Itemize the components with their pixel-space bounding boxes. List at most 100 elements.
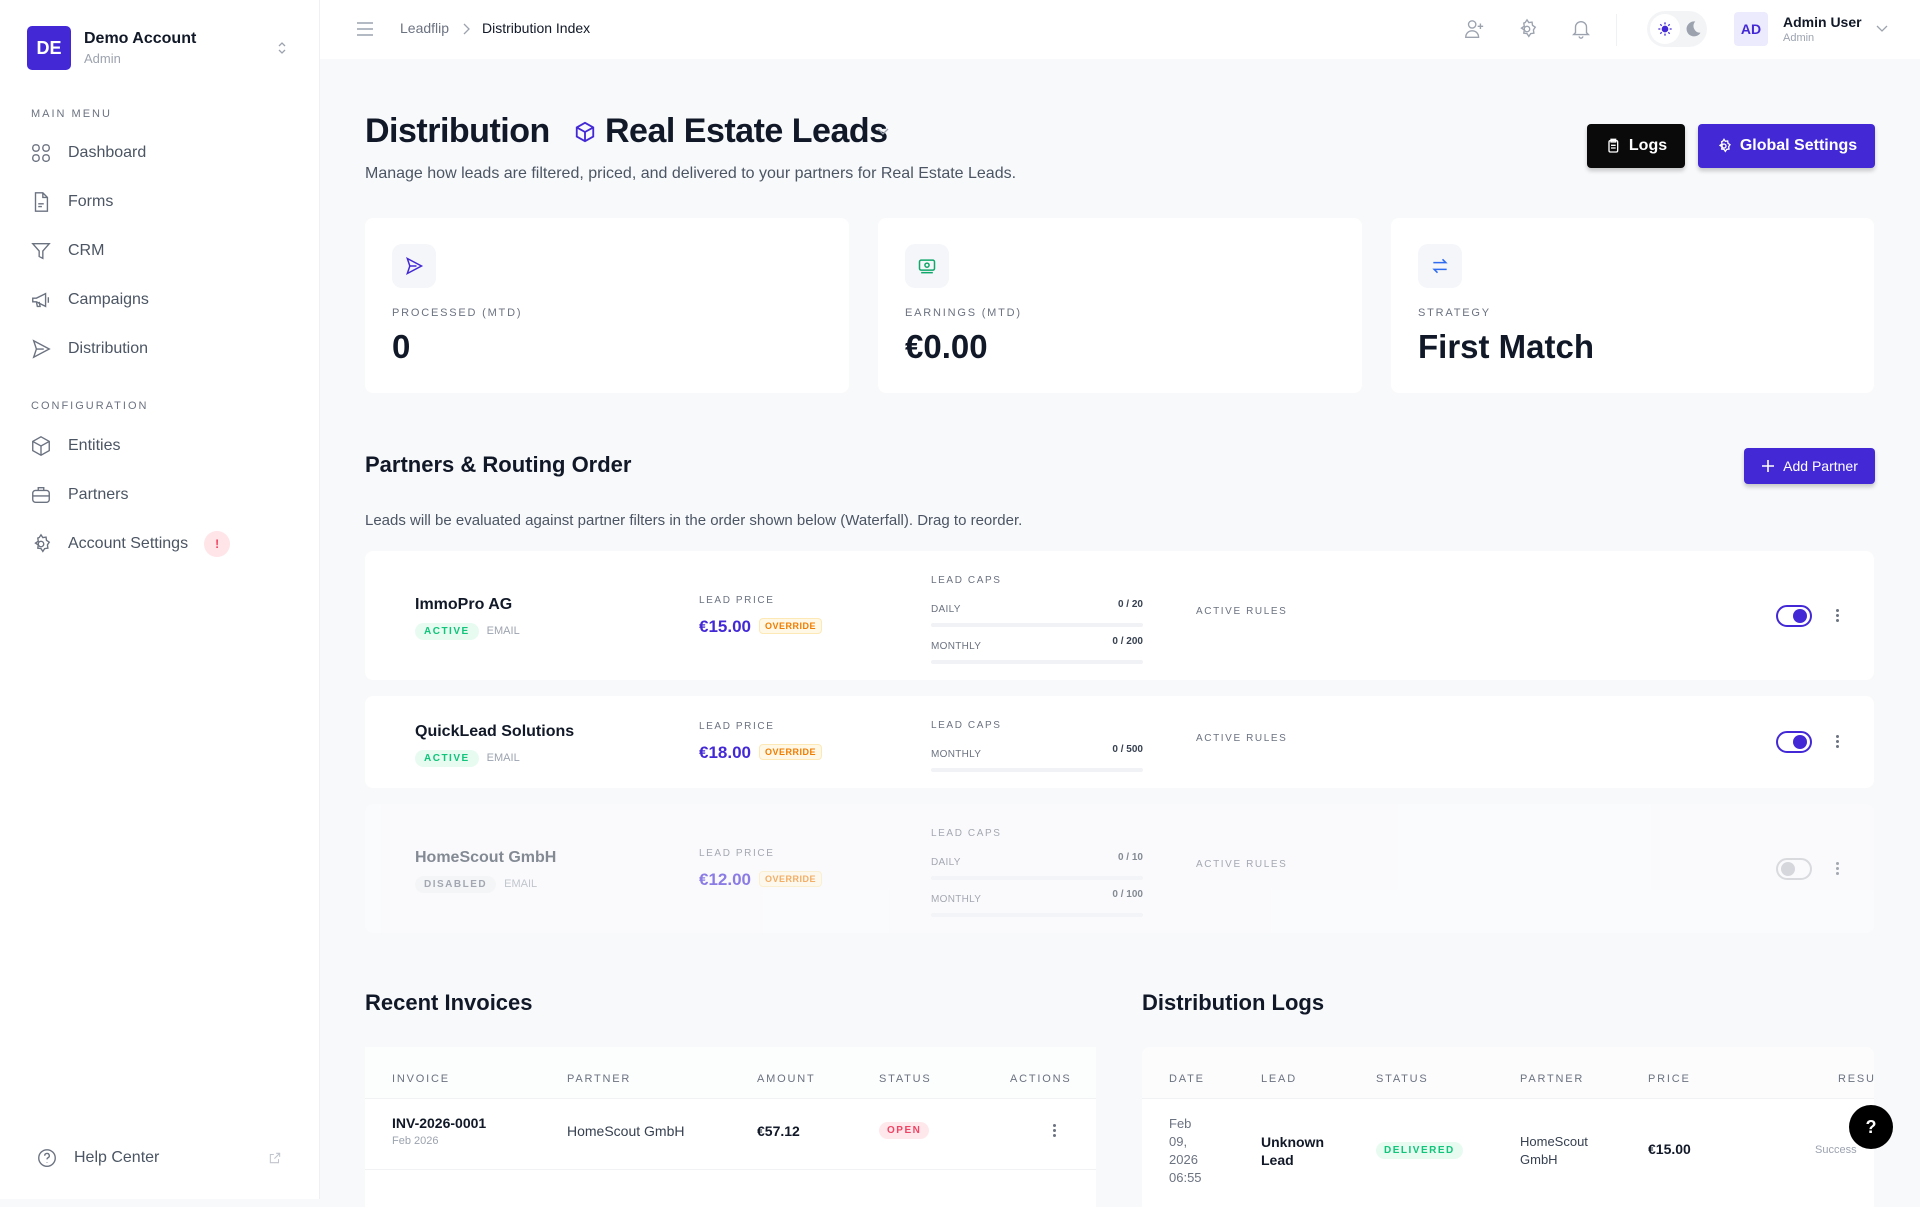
sidebar-item-entities[interactable]: Entities — [30, 427, 290, 465]
cap-progress-bar — [931, 876, 1143, 880]
sidebar-item-dashboard[interactable]: Dashboard — [30, 134, 290, 172]
user-avatar[interactable]: AD — [1734, 12, 1768, 46]
status-badge: ACTIVE — [415, 750, 479, 767]
column-header: RESU — [1838, 1073, 1874, 1085]
cap-daily: DAILY 0 / 20 — [931, 599, 1143, 627]
account-name[interactable]: Demo Account — [84, 30, 197, 47]
global-settings-button[interactable]: Global Settings — [1698, 124, 1875, 168]
stat-card-processed: PROCESSED (MTD) 0 — [365, 218, 849, 393]
partners-heading: Partners & Routing Order — [365, 452, 632, 477]
breadcrumb-leadflip[interactable]: Leadflip — [400, 20, 450, 36]
partner-card-disabled[interactable]: HomeScout GmbH DISABLED EMAIL LEAD PRICE … — [365, 804, 1874, 933]
more-options-icon[interactable] — [1836, 860, 1840, 877]
partner-card[interactable]: ImmoPro AG ACTIVE EMAIL LEAD PRICE €15.00… — [365, 551, 1874, 680]
briefcase-icon — [30, 484, 52, 506]
channel-label: EMAIL — [504, 878, 538, 890]
cap-progress-bar — [931, 913, 1143, 917]
cap-progress-bar — [931, 768, 1143, 772]
cap-label: DAILY — [931, 857, 961, 868]
cap-label: MONTHLY — [931, 894, 982, 905]
more-options-icon[interactable] — [1836, 607, 1840, 624]
column-header: STATUS — [879, 1073, 932, 1085]
sidebar-item-partners[interactable]: Partners — [30, 476, 290, 514]
table-row[interactable]: INV-2026-0001 Feb 2026 HomeScout GmbH €5… — [365, 1099, 1096, 1170]
more-options-icon[interactable] — [1836, 733, 1840, 750]
moon-icon[interactable] — [1684, 20, 1702, 38]
column-header: DATE — [1169, 1073, 1205, 1085]
account-avatar[interactable]: DE — [27, 26, 71, 70]
theme-toggle[interactable] — [1647, 11, 1707, 47]
stat-label: STRATEGY — [1418, 307, 1491, 319]
status-badge: DELIVERED — [1376, 1142, 1463, 1159]
plus-icon — [1761, 459, 1775, 473]
table-row[interactable]: Feb 09, 2026 06:55 Unknown Lead DELIVERED Ho… — [1142, 1099, 1874, 1207]
invoice-actions-icon[interactable] — [1053, 1122, 1057, 1139]
sidebar-item-label: Forms — [68, 193, 114, 210]
log-date: Feb 09, 2026 06:55 — [1169, 1116, 1202, 1185]
invoices-table: INVOICE PARTNER AMOUNT STATUS ACTIONS IN… — [365, 1047, 1096, 1207]
partner-card[interactable]: QuickLead Solutions ACTIVE EMAIL LEAD PRI… — [365, 696, 1874, 788]
log-lead[interactable]: Unknown Lead — [1261, 1134, 1324, 1168]
table-header — [365, 1047, 1096, 1099]
global-settings-label: Global Settings — [1739, 137, 1858, 154]
clipboard-icon — [1605, 137, 1621, 155]
partner-enabled-toggle[interactable] — [1776, 858, 1812, 880]
sidebar-item-label: Account Settings — [68, 535, 189, 552]
sun-icon[interactable] — [1650, 14, 1680, 44]
invoice-partner: HomeScout GmbH — [567, 1123, 685, 1139]
sidebar-item-distribution[interactable]: Distribution — [30, 330, 290, 368]
column-header: PARTNER — [1520, 1073, 1585, 1085]
user-name[interactable]: Admin User — [1783, 14, 1862, 30]
send-icon — [392, 244, 436, 288]
lead-price-label: LEAD PRICE — [699, 595, 775, 606]
header-divider — [1616, 14, 1617, 46]
active-rules-label: ACTIVE RULES — [1196, 859, 1288, 870]
user-menu-chevron-icon[interactable] — [1875, 23, 1889, 33]
hamburger-menu-icon[interactable] — [355, 19, 375, 39]
top-header: Leadflip Distribution Index AD Admin Use… — [320, 0, 1920, 59]
sidebar-item-label: Partners — [68, 486, 129, 503]
invoice-id[interactable]: INV-2026-0001 — [392, 1115, 487, 1131]
lead-price: €18.00 OVERRIDE — [699, 743, 823, 763]
help-button[interactable]: ? — [1849, 1105, 1893, 1149]
breadcrumb-chevron-icon — [461, 22, 471, 36]
sidebar-item-label: Campaigns — [68, 291, 149, 308]
invoice-amount: €57.12 — [757, 1123, 800, 1139]
invoice-period: Feb 2026 — [392, 1135, 439, 1147]
price-value: €15.00 — [699, 617, 751, 636]
file-icon — [30, 191, 52, 213]
cap-monthly: MONTHLY 0 / 500 — [931, 744, 1143, 772]
external-link-icon — [268, 1151, 282, 1165]
column-header: STATUS — [1376, 1073, 1429, 1085]
partner-enabled-toggle[interactable] — [1776, 605, 1812, 627]
add-user-icon[interactable] — [1463, 18, 1485, 40]
sidebar-item-label: CRM — [68, 242, 105, 259]
partners-description: Leads will be evaluated against partner … — [365, 512, 1023, 529]
sidebar-item-campaigns[interactable]: Campaigns — [30, 281, 290, 319]
cube-icon — [30, 435, 52, 457]
sidebar-item-forms[interactable]: Forms — [30, 183, 290, 221]
log-partner: HomeScout GmbH — [1520, 1134, 1588, 1167]
column-header: PARTNER — [567, 1073, 632, 1085]
cap-progress-bar — [931, 623, 1143, 627]
partner-enabled-toggle[interactable] — [1776, 731, 1812, 753]
sidebar-item-account-settings[interactable]: Account Settings! — [30, 525, 290, 563]
bell-icon[interactable] — [1570, 18, 1592, 40]
megaphone-icon — [30, 289, 52, 311]
entity-selector[interactable]: Real Estate Leads — [605, 112, 888, 150]
cap-value: 0 / 20 — [1117, 599, 1143, 610]
banknote-icon — [905, 244, 949, 288]
add-partner-button[interactable]: Add Partner — [1744, 448, 1875, 484]
sidebar-item-crm[interactable]: CRM — [30, 232, 290, 270]
entity-chevron-icon[interactable] — [876, 126, 890, 136]
account-switch-chevron-icon[interactable] — [276, 38, 288, 58]
settings-gear-icon[interactable] — [1516, 18, 1538, 40]
logs-button[interactable]: Logs — [1587, 124, 1685, 168]
page-title: Distribution — [365, 112, 550, 150]
cap-monthly: MONTHLY 0 / 200 — [931, 636, 1143, 664]
active-rules-label: ACTIVE RULES — [1196, 733, 1288, 744]
sidebar-item-label: Dashboard — [68, 144, 147, 161]
lead-price: €12.00 OVERRIDE — [699, 870, 823, 890]
help-center-link[interactable]: Help Center — [36, 1139, 286, 1177]
column-header: AMOUNT — [757, 1073, 816, 1085]
